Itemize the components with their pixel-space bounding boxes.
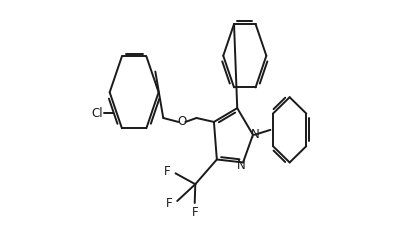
Text: N: N — [237, 159, 246, 172]
Text: F: F — [191, 206, 198, 219]
Text: O: O — [177, 115, 187, 128]
Text: N: N — [251, 128, 260, 141]
Text: F: F — [166, 197, 172, 210]
Text: Cl: Cl — [91, 106, 103, 120]
Text: F: F — [164, 165, 171, 178]
